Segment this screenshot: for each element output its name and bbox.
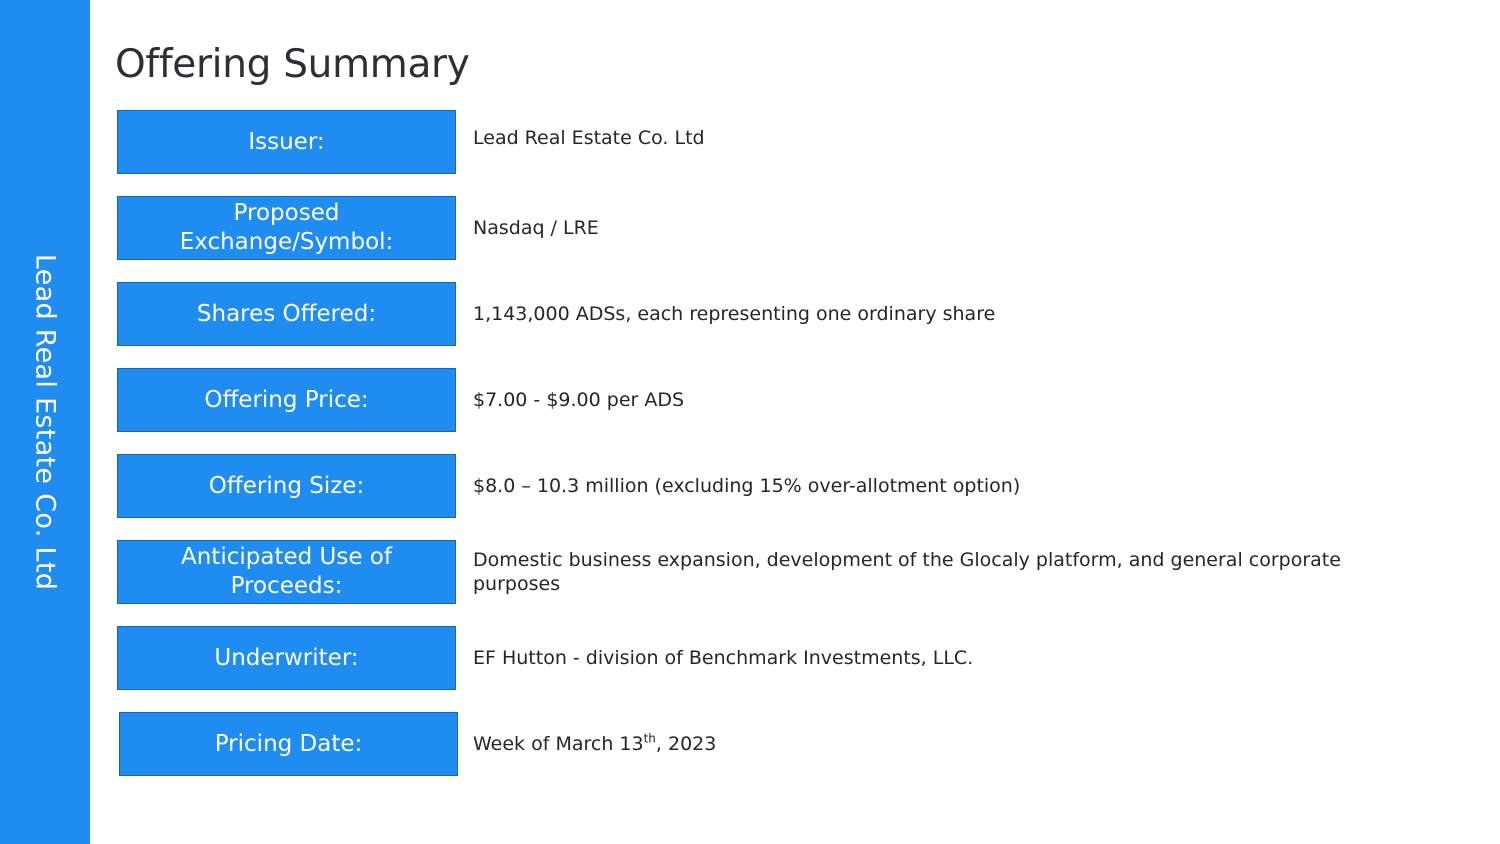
row-exchange-symbol: Proposed Exchange/Symbol: Nasdaq / LRE [0, 196, 1500, 260]
row-pricing-date: Pricing Date: Week of March 13th, 2023 [0, 712, 1500, 776]
value-shares-offered: 1,143,000 ADSs, each representing one or… [473, 303, 996, 325]
label-use-of-proceeds-line2: Proceeds: [230, 573, 343, 599]
sidebar: Lead Real Estate Co. Ltd [0, 0, 90, 844]
row-issuer: Issuer: Lead Real Estate Co. Ltd [0, 110, 1500, 174]
label-pricing-date: Pricing Date: [119, 712, 458, 776]
label-use-of-proceeds-line1: Anticipated Use of [181, 544, 392, 570]
label-use-of-proceeds: Anticipated Use of Proceeds: [117, 540, 456, 604]
value-offering-size: $8.0 – 10.3 million (excluding 15% over-… [473, 475, 1021, 497]
row-shares-offered: Shares Offered: 1,143,000 ADSs, each rep… [0, 282, 1500, 346]
value-pricing-date-text: Week of March 13 [473, 733, 644, 755]
label-exchange-symbol-line1: Proposed [233, 200, 340, 226]
page-title: Offering Summary [115, 42, 470, 87]
label-exchange-symbol-line2: Exchange/Symbol: [179, 229, 394, 255]
row-offering-price: Offering Price: $7.00 - $9.00 per ADS [0, 368, 1500, 432]
label-shares-offered: Shares Offered: [117, 282, 456, 346]
row-use-of-proceeds: Anticipated Use of Proceeds: Domestic bu… [0, 540, 1500, 604]
label-offering-size: Offering Size: [117, 454, 456, 518]
value-issuer: Lead Real Estate Co. Ltd [473, 127, 705, 149]
row-underwriter: Underwriter: EF Hutton - division of Ben… [0, 626, 1500, 690]
value-pricing-date-year: , 2023 [655, 733, 717, 755]
value-pricing-date-ordinal: th [643, 731, 656, 746]
label-exchange-symbol: Proposed Exchange/Symbol: [117, 196, 456, 260]
label-underwriter: Underwriter: [117, 626, 456, 690]
label-issuer: Issuer: [117, 110, 456, 174]
value-pricing-date: Week of March 13th, 2023 [473, 712, 1373, 776]
row-offering-size: Offering Size: $8.0 – 10.3 million (excl… [0, 454, 1500, 518]
value-underwriter: EF Hutton - division of Benchmark Invest… [473, 647, 974, 669]
value-offering-price: $7.00 - $9.00 per ADS [473, 389, 685, 411]
value-use-of-proceeds: Domestic business expansion, development… [473, 549, 1341, 595]
label-offering-price: Offering Price: [117, 368, 456, 432]
value-exchange-symbol: Nasdaq / LRE [473, 217, 599, 239]
